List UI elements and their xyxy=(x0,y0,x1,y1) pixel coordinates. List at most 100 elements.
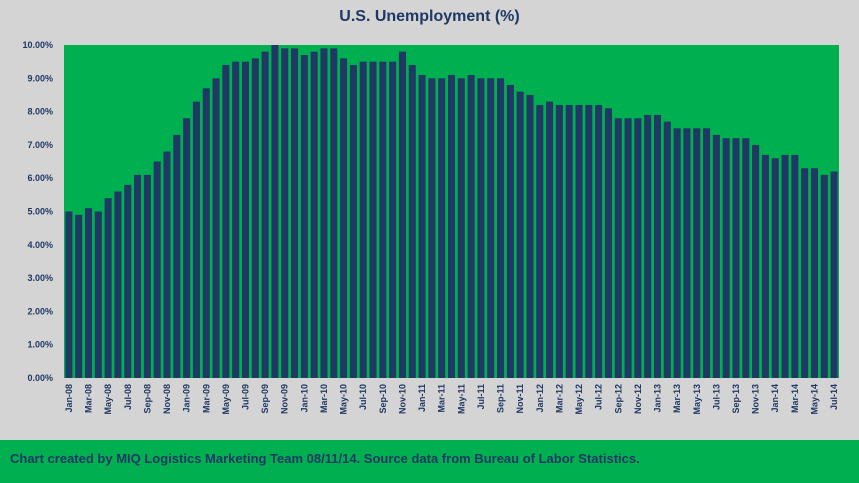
bar xyxy=(820,174,828,378)
x-axis-ticks: Jan-08 Mar-08 May-08 Jul-08 Sep-08 Nov-08 Jan-… xyxy=(64,384,839,415)
x-tick-label: May-14 xyxy=(809,384,819,415)
y-tick-label: 1.00% xyxy=(27,340,53,350)
x-tick-label: Nov-08 xyxy=(162,384,172,414)
bar xyxy=(752,144,760,378)
bar xyxy=(693,128,701,378)
x-tick-label: May-11 xyxy=(456,384,466,414)
x-tick-label: Sep-09 xyxy=(260,384,270,414)
bar-chart: 0.00% 1.00% 2.00% 3.00% 4.00% 5.00% 6.00% 7.00%… xyxy=(22,40,839,415)
x-tick-label: Nov-11 xyxy=(515,384,525,414)
bar xyxy=(75,214,83,378)
x-tick-label: Mar-12 xyxy=(554,384,564,413)
bar xyxy=(134,174,142,378)
x-tick-label: Mar-14 xyxy=(790,384,800,413)
bar xyxy=(291,48,299,378)
x-tick-label: Jan-09 xyxy=(182,384,192,413)
bar xyxy=(163,151,171,378)
bar xyxy=(801,168,809,378)
bar xyxy=(438,78,446,379)
x-tick-label: Jan-11 xyxy=(417,384,427,412)
bar xyxy=(143,174,151,378)
bar xyxy=(349,64,357,378)
bar xyxy=(644,114,652,379)
x-tick-label: Jul-11 xyxy=(476,384,486,410)
bar xyxy=(330,48,338,378)
x-tick-label: Mar-09 xyxy=(201,384,211,413)
bar xyxy=(477,78,485,379)
bar xyxy=(65,211,73,378)
x-tick-label: Sep-12 xyxy=(613,384,623,414)
bar xyxy=(673,128,681,378)
bar-series xyxy=(65,45,838,379)
bar xyxy=(585,104,593,378)
y-tick-label: 6.00% xyxy=(27,173,53,183)
x-tick-label: Jan-08 xyxy=(64,384,74,413)
x-tick-label: Sep-13 xyxy=(731,384,741,414)
x-tick-label: Jul-12 xyxy=(594,384,604,410)
x-tick-label: Mar-08 xyxy=(84,384,94,413)
bar xyxy=(722,138,730,378)
bar xyxy=(810,168,818,378)
x-tick-label: Jan-12 xyxy=(535,384,545,413)
bar xyxy=(604,108,612,379)
bar xyxy=(359,61,367,379)
bar xyxy=(595,104,603,378)
x-tick-label: Jul-08 xyxy=(123,384,133,410)
x-tick-label: May-10 xyxy=(339,384,349,415)
bar xyxy=(340,58,348,378)
bar xyxy=(663,121,671,378)
bar xyxy=(624,118,632,378)
bar xyxy=(232,61,240,379)
bar xyxy=(241,61,250,379)
x-tick-label: May-13 xyxy=(692,384,702,415)
bar xyxy=(742,138,750,378)
bar xyxy=(281,48,289,378)
x-tick-label: Nov-10 xyxy=(397,384,407,414)
x-tick-label: Jul-09 xyxy=(240,384,250,410)
bar xyxy=(791,154,799,378)
bar xyxy=(418,74,426,378)
x-tick-label: Mar-13 xyxy=(672,384,682,413)
y-tick-label: 0.00% xyxy=(27,373,53,383)
bar xyxy=(202,88,210,378)
footer-banner: Chart created by MIQ Logistics Marketing… xyxy=(0,440,859,483)
y-tick-label: 2.00% xyxy=(27,306,53,316)
bar xyxy=(320,48,328,378)
x-tick-label: Jul-13 xyxy=(711,384,721,410)
bar xyxy=(389,61,397,379)
bar xyxy=(546,101,554,379)
bar xyxy=(408,64,416,378)
bar xyxy=(84,208,93,378)
bar xyxy=(369,61,377,379)
x-tick-label: Nov-12 xyxy=(633,384,643,414)
x-tick-label: May-12 xyxy=(574,384,584,415)
bar xyxy=(94,211,102,378)
bar xyxy=(261,51,269,378)
footer-credit-text: Chart created by MIQ Logistics Marketing… xyxy=(10,451,640,466)
bar xyxy=(634,118,642,378)
bar xyxy=(114,191,122,378)
x-tick-label: Mar-11 xyxy=(437,384,447,413)
bar xyxy=(565,104,573,378)
bar xyxy=(536,104,544,378)
bar xyxy=(447,74,456,378)
bar xyxy=(173,134,181,378)
bar xyxy=(771,158,779,378)
x-tick-label: Jan-10 xyxy=(299,384,309,413)
bar xyxy=(497,78,505,379)
bar xyxy=(830,171,838,378)
y-axis-ticks: 0.00% 1.00% 2.00% 3.00% 4.00% 5.00% 6.00% 7.00%… xyxy=(22,40,53,383)
x-tick-label: Sep-08 xyxy=(142,384,152,414)
bar xyxy=(183,118,191,378)
y-tick-label: 10.00% xyxy=(22,40,53,50)
x-tick-label: Nov-13 xyxy=(751,384,761,414)
bar xyxy=(124,184,132,378)
bar xyxy=(614,118,622,378)
bar xyxy=(104,198,112,378)
x-tick-label: Jan-13 xyxy=(653,384,663,413)
bar xyxy=(761,154,769,378)
y-tick-label: 3.00% xyxy=(27,273,53,283)
bar xyxy=(712,134,720,378)
bar xyxy=(271,45,279,378)
x-tick-label: Jan-14 xyxy=(770,384,780,413)
